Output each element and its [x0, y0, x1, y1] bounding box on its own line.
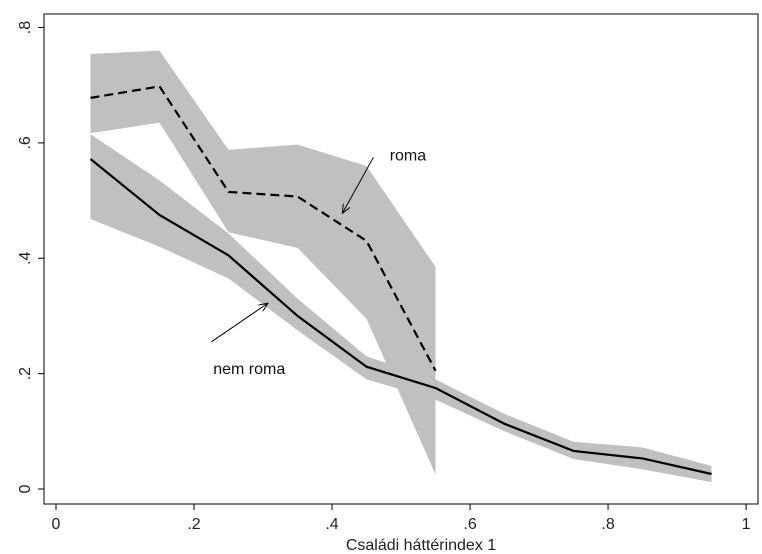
x-tick-label: 0 [52, 516, 61, 533]
confidence-bands [90, 50, 712, 483]
x-axis-title: Családi háttérindex 1 [346, 537, 496, 554]
ci-band-roma [90, 50, 436, 475]
y-tick-label: 0 [17, 484, 34, 493]
annotation-label: nem roma [213, 361, 285, 378]
x-tick-label: .2 [187, 516, 200, 533]
annotations: roma nem roma [210, 147, 427, 378]
y-tick-label: .6 [17, 136, 34, 149]
series-lines [89, 85, 712, 476]
y-tick-label: .4 [17, 251, 34, 264]
x-tick-label: .4 [325, 516, 338, 533]
series-line-roma [90, 85, 437, 372]
y-tick-label: .8 [17, 21, 34, 34]
x-tick-label: .6 [463, 516, 476, 533]
annotation-arrow [210, 303, 268, 343]
plot-frame [43, 13, 759, 505]
y-tick-label: .2 [17, 367, 34, 380]
series-line-nem-roma [89, 158, 712, 476]
axes: 0 .2 .4 .6 .8 1 0 .2 .4 .6 .8 [17, 13, 759, 533]
x-tick-label: 1 [742, 516, 751, 533]
x-tick-label: .8 [601, 516, 614, 533]
annotation-arrow [342, 157, 374, 213]
annotation-label: roma [390, 147, 427, 164]
